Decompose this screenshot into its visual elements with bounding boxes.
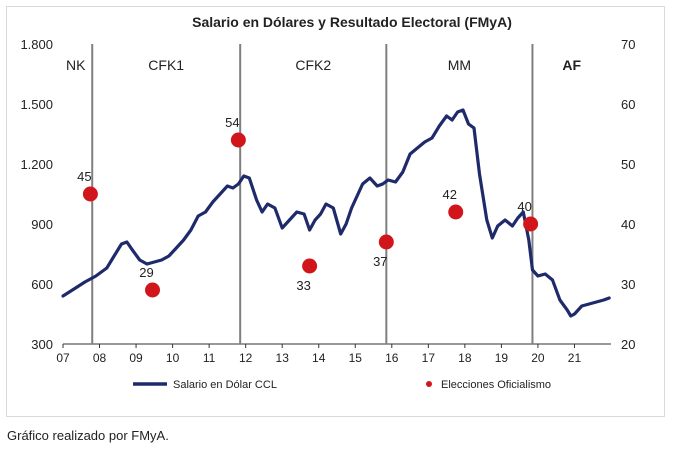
election-point bbox=[448, 204, 464, 220]
election-data-label: 29 bbox=[139, 265, 153, 280]
caption: Gráfico realizado por FMyA. bbox=[7, 428, 169, 443]
x-tick-label: 20 bbox=[531, 351, 545, 365]
x-tick-label: 11 bbox=[203, 351, 216, 365]
y-right-tick-label: 70 bbox=[621, 37, 635, 52]
election-data-label: 33 bbox=[296, 278, 310, 293]
y-right-tick-label: 60 bbox=[621, 97, 635, 112]
election-data-label: 37 bbox=[373, 254, 387, 269]
legend-dot-swatch bbox=[426, 381, 432, 387]
y-left-tick-label: 1.500 bbox=[20, 97, 53, 112]
election-point bbox=[302, 258, 318, 274]
election-point bbox=[145, 282, 161, 298]
y-right-tick-label: 50 bbox=[621, 157, 635, 172]
period-label: CFK2 bbox=[295, 57, 331, 73]
x-tick-label: 08 bbox=[93, 351, 107, 365]
y-right-tick-label: 30 bbox=[621, 277, 635, 292]
legend-label-salary: Salario en Dólar CCL bbox=[173, 379, 277, 391]
x-tick-label: 21 bbox=[568, 351, 582, 365]
legend-label-elections: Elecciones Oficialismo bbox=[441, 379, 551, 391]
election-point bbox=[523, 216, 539, 232]
x-tick-label: 19 bbox=[495, 351, 509, 365]
election-point bbox=[230, 132, 246, 148]
election-data-label: 45 bbox=[77, 169, 91, 184]
y-left-tick-label: 300 bbox=[31, 337, 53, 352]
y-left-tick-label: 1.800 bbox=[20, 37, 53, 52]
chart-frame: Salario en Dólares y Resultado Electoral… bbox=[6, 6, 665, 417]
x-tick-label: 14 bbox=[312, 351, 326, 365]
y-right-tick-label: 40 bbox=[621, 217, 635, 232]
x-tick-label: 18 bbox=[458, 351, 472, 365]
period-label: MM bbox=[448, 57, 471, 73]
x-tick-label: 07 bbox=[56, 351, 70, 365]
chart: Salario en Dólares y Resultado Electoral… bbox=[20, 14, 635, 391]
election-data-label: 54 bbox=[225, 115, 239, 130]
chart-title: Salario en Dólares y Resultado Electoral… bbox=[192, 14, 512, 30]
period-label: CFK1 bbox=[148, 57, 184, 73]
period-label: NK bbox=[66, 57, 86, 73]
election-point bbox=[378, 234, 394, 250]
y-left-tick-label: 1.200 bbox=[20, 157, 53, 172]
x-tick-label: 16 bbox=[385, 351, 399, 365]
x-tick-label: 15 bbox=[349, 351, 363, 365]
x-tick-label: 10 bbox=[166, 351, 180, 365]
x-tick-label: 13 bbox=[276, 351, 290, 365]
x-tick-label: 12 bbox=[239, 351, 253, 365]
period-label: AF bbox=[562, 57, 581, 73]
x-tick-label: 17 bbox=[422, 351, 436, 365]
x-tick-label: 09 bbox=[129, 351, 143, 365]
y-left-tick-label: 900 bbox=[31, 217, 53, 232]
election-data-label: 42 bbox=[442, 187, 456, 202]
y-left-tick-label: 600 bbox=[31, 277, 53, 292]
election-point bbox=[82, 186, 98, 202]
election-data-label: 40 bbox=[517, 199, 531, 214]
y-right-tick-label: 20 bbox=[621, 337, 635, 352]
